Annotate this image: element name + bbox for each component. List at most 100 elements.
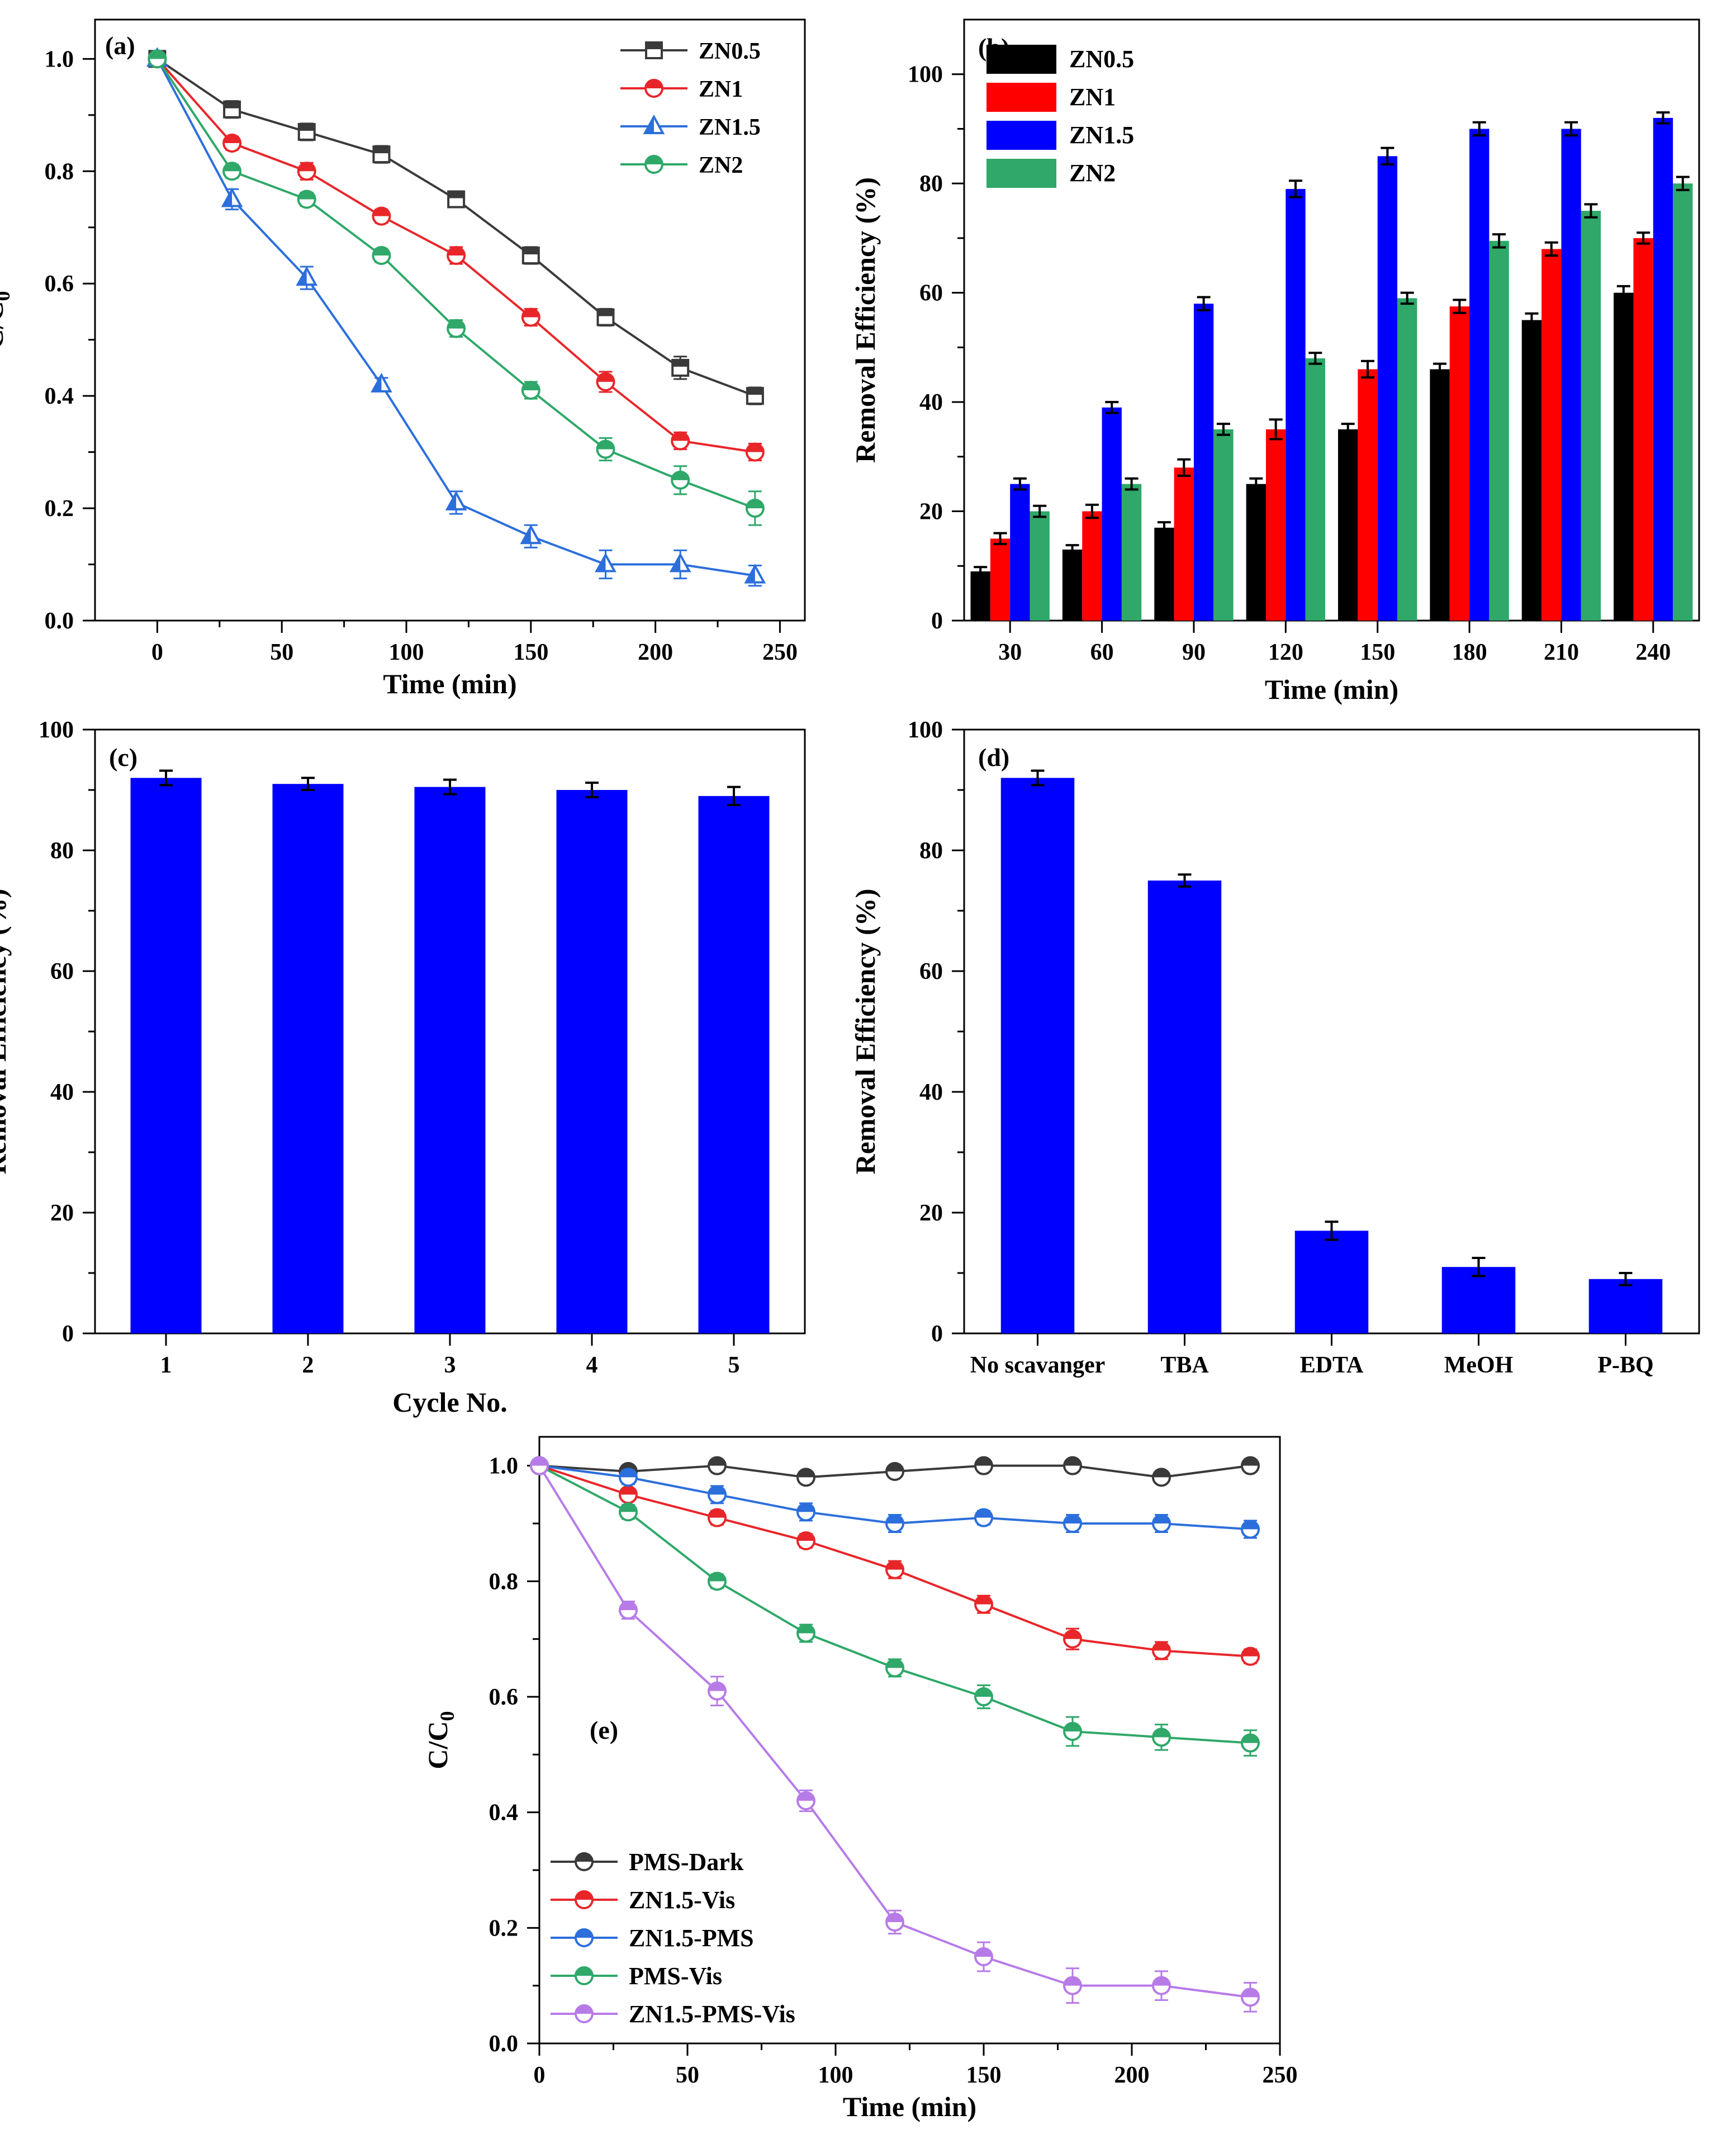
x-tick-label: 50	[270, 640, 293, 665]
y-axis-label: Removal Efficiency (%)	[850, 177, 881, 463]
data-point-fill	[620, 1503, 637, 1512]
data-point-fill	[646, 80, 662, 88]
y-tick-label: 20	[50, 1200, 74, 1226]
data-point-fill	[1242, 1648, 1259, 1657]
legend-label: ZN1.5-Vis	[629, 1886, 735, 1914]
bar-ZN0.5	[1338, 429, 1358, 621]
x-tick-label: 3	[444, 1352, 456, 1378]
legend-label: PMS-Vis	[629, 1962, 722, 1990]
series-ZN1.5-PMS	[530, 1456, 1260, 1539]
bar-ZN1	[1082, 511, 1102, 621]
x-tick-label: 150	[513, 640, 548, 665]
data-point-fill	[975, 1688, 992, 1697]
y-tick-label: 0.2	[489, 1915, 519, 1941]
data-point-fill	[646, 42, 662, 49]
y-tick-label: 80	[919, 838, 943, 864]
data-point-fill	[522, 382, 539, 391]
x-tick-label: 250	[1263, 2062, 1298, 2088]
x-tick-label: P-BQ	[1597, 1352, 1653, 1378]
data-point-fill	[1064, 1723, 1081, 1731]
data-point-fill	[372, 375, 382, 392]
data-point-fill	[886, 1463, 903, 1471]
bar-ZN2	[1397, 298, 1417, 621]
data-point-fill	[798, 1792, 814, 1801]
bar-ZN2	[1213, 429, 1234, 621]
y-tick-label: 0.0	[489, 2031, 519, 2057]
y-tick-label: 100	[908, 717, 943, 743]
data-point-fill	[597, 441, 614, 449]
chart-e: 0 50 100 150 200 250 0.0 0.2 0.4 0.6 0.8 1.0 C/C0 Tim…	[422, 1436, 1298, 2122]
data-point-fill	[447, 493, 457, 510]
bar-ZN1	[990, 538, 1011, 621]
y-tick-label: 0.2	[45, 496, 74, 522]
panel-label: (e)	[590, 1716, 618, 1744]
bar-ZN1	[1449, 306, 1470, 621]
data-point-fill	[1153, 1469, 1170, 1478]
bar-ZN2	[1121, 484, 1142, 621]
x-tick-label: 150	[1360, 640, 1395, 665]
x-tick-label: 0	[151, 640, 163, 665]
bar-ZN1	[1174, 467, 1194, 621]
data-point-fill	[521, 527, 531, 543]
bar-ZN0.5	[1521, 320, 1542, 621]
legend-swatch	[986, 121, 1056, 150]
series-ZN1.5-Vis	[530, 1456, 1260, 1666]
data-point-fill	[1153, 1729, 1170, 1738]
data-point-fill	[798, 1503, 815, 1512]
chart-c: 0 20 40 60 80 100 Removal Efficiency (%) 1 2 3 4 5 C…	[0, 717, 806, 1418]
data-point-fill	[597, 373, 614, 382]
data-point-fill	[1153, 1642, 1170, 1651]
data-point-fill	[709, 1573, 725, 1582]
data-point-fill	[672, 359, 689, 367]
data-point-fill	[149, 50, 166, 59]
data-point-fill	[576, 1853, 592, 1862]
bar-ZN2	[1305, 358, 1325, 621]
bar-ZN0.5	[1430, 369, 1450, 621]
y-axis-label: C/C0	[0, 291, 14, 349]
data-point-fill	[975, 1596, 992, 1605]
data-point-fill	[523, 247, 539, 254]
y-tick-label: 60	[50, 959, 74, 985]
data-point-fill	[576, 2005, 592, 2014]
x-tick-label: 100	[389, 640, 424, 665]
x-tick-label: 150	[966, 2062, 1002, 2088]
x-tick-label: 30	[998, 640, 1022, 665]
y-tick-label: 0.6	[45, 271, 74, 297]
y-tick-label: 40	[919, 1080, 943, 1105]
plot-frame	[94, 18, 806, 622]
data-point-fill	[746, 500, 763, 509]
legend-label: ZN2	[699, 153, 743, 178]
x-tick-label: 50	[676, 2062, 699, 2088]
bar-ZN1.5	[1469, 129, 1490, 621]
x-tick-label: 200	[1114, 2062, 1150, 2088]
x-axis-label: Time (min)	[1265, 674, 1398, 705]
y-tick-label: 0.6	[489, 1684, 519, 1710]
y-tick-label: 0	[931, 608, 943, 634]
data-point-fill	[448, 320, 465, 329]
legend-swatch	[986, 45, 1056, 74]
data-point-fill	[746, 443, 763, 452]
data-point-fill	[671, 555, 681, 571]
data-point-fill	[975, 1457, 992, 1466]
x-tick-label: 0	[534, 2062, 546, 2088]
bar-ZN1.5	[1653, 117, 1673, 621]
y-tick-label: 60	[919, 959, 943, 985]
data-point-fill	[576, 1891, 592, 1900]
chart-b: 0 20 40 60 80 100 Removal Efficiency (%) 30 60 90…	[850, 18, 1700, 705]
bar-Removal Efficiency	[1441, 1267, 1516, 1333]
data-point-fill	[975, 1948, 992, 1957]
data-point-fill	[798, 1532, 814, 1541]
y-axis-label: Removal Efficiency (%)	[0, 889, 12, 1175]
bar-ZN0.5	[970, 571, 990, 621]
bar-ZN0.5	[1062, 549, 1083, 621]
x-tick-label: 1	[160, 1352, 172, 1378]
bar-ZN0.5	[1154, 527, 1174, 621]
data-point-fill	[576, 1967, 592, 1976]
data-point-fill	[620, 1602, 637, 1610]
legend-label: ZN1	[699, 77, 743, 102]
data-point-fill	[576, 1929, 592, 1938]
bar-ZN1	[1358, 369, 1378, 621]
chart-d: 0 20 40 60 80 100 Removal Efficiency (%) No sca…	[850, 717, 1700, 1378]
series-ZN2	[148, 49, 765, 526]
x-tick-label: 200	[638, 640, 673, 665]
